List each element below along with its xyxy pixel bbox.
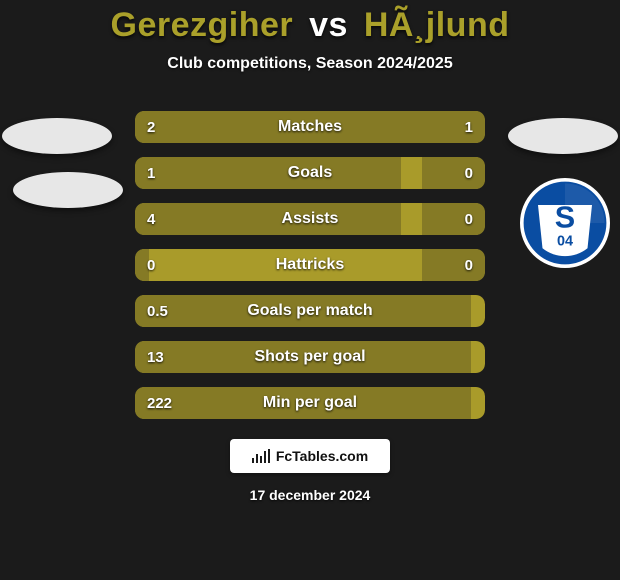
comparison-card: Gerezgiher vs HÃ¸jlund Club competitions… (0, 0, 620, 580)
stat-row: 10Goals (135, 157, 485, 189)
player2-badge-placeholder-1 (508, 118, 618, 154)
date-label: 17 december 2024 (250, 487, 371, 503)
stat-label: Goals (135, 157, 485, 189)
club-logo-letter: S (555, 201, 575, 235)
title-player1: Gerezgiher (111, 6, 294, 44)
player1-badge-placeholder-2 (13, 172, 123, 208)
stat-label: Goals per match (135, 295, 485, 327)
stat-label: Shots per goal (135, 341, 485, 373)
stat-label: Hattricks (135, 249, 485, 281)
stat-label: Assists (135, 203, 485, 235)
player1-badge-placeholder-1 (2, 118, 112, 154)
stat-row: 13Shots per goal (135, 341, 485, 373)
stat-row: 40Assists (135, 203, 485, 235)
stat-label: Min per goal (135, 387, 485, 419)
title-player2: HÃ¸jlund (364, 6, 510, 44)
title-vs: vs (309, 6, 348, 44)
subtitle: Club competitions, Season 2024/2025 (167, 55, 452, 73)
stat-row: 222Min per goal (135, 387, 485, 419)
stat-row: 00Hattricks (135, 249, 485, 281)
stat-label: Matches (135, 111, 485, 143)
club-logo-number: 04 (557, 234, 573, 250)
branding-chart-icon (252, 449, 270, 463)
stat-row: 21Matches (135, 111, 485, 143)
page-title: Gerezgiher vs HÃ¸jlund (111, 6, 510, 45)
schalke-04-logo: S 04 (520, 178, 610, 268)
stat-row: 0.5Goals per match (135, 295, 485, 327)
branding-text: FcTables.com (276, 448, 368, 464)
branding-badge: FcTables.com (230, 439, 390, 473)
stats-list: 21Matches 10Goals 40Assists 00Hattricks 0.5G… (135, 111, 485, 419)
